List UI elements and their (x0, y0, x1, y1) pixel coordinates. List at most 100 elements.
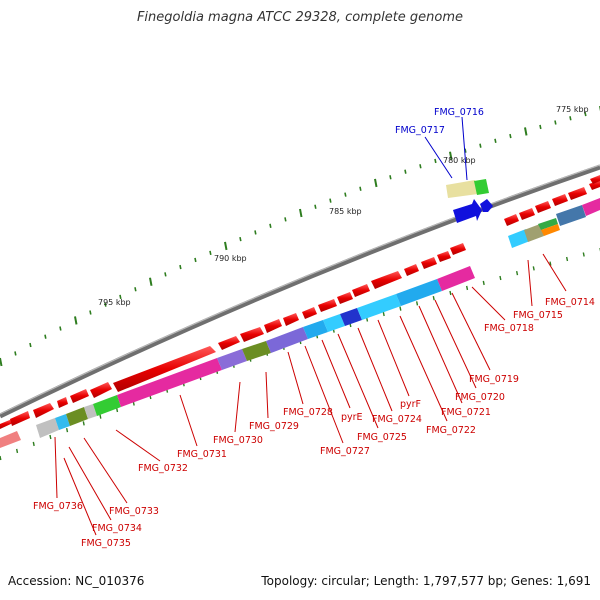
ruler-label-795: 795 kbp (98, 298, 131, 307)
gene-label[interactable]: FMG_0718 (484, 323, 534, 334)
gene-label[interactable]: FMG_0729 (249, 421, 299, 432)
gene-arrow[interactable] (0, 419, 13, 429)
gene-arrow[interactable] (70, 389, 89, 403)
ruler-tick (194, 257, 197, 263)
gene-arrow[interactable] (240, 327, 264, 342)
ruler-tick (374, 178, 378, 188)
leader-line (304, 345, 344, 444)
gene-arrow[interactable] (421, 257, 437, 269)
ruler-tick (99, 414, 102, 419)
genome-backbone (0, 164, 600, 419)
gene-arrow[interactable] (218, 336, 240, 350)
gene-label[interactable]: FMG_0715 (513, 310, 563, 321)
gene-arrow[interactable] (480, 199, 493, 212)
leader-line (265, 371, 269, 419)
ruler-tick (515, 271, 519, 276)
gene-arrow[interactable] (264, 319, 282, 333)
ruler-ticks (0, 106, 600, 461)
gene-label[interactable]: FMG_0732 (138, 463, 188, 474)
gene-label[interactable]: pyrE (341, 412, 363, 423)
category-block (84, 404, 97, 419)
category-block (217, 349, 247, 370)
ruler-tick (509, 133, 512, 139)
leader-line (54, 436, 58, 499)
gene-label[interactable]: FMG_0714 (545, 297, 595, 308)
category-block (396, 279, 442, 306)
reverse-strand-genes (446, 179, 493, 223)
leader-line (68, 446, 112, 521)
gene-arrow[interactable] (90, 382, 112, 398)
ruler-tick (254, 230, 257, 235)
category-block (538, 218, 558, 230)
gene-arrow[interactable] (590, 175, 600, 184)
gene-label[interactable]: FMG_0736 (33, 501, 83, 512)
gene-arrow[interactable] (57, 397, 68, 408)
category-block (508, 229, 530, 248)
ruler-tick (14, 351, 17, 356)
gene-label[interactable]: FMG_0734 (92, 523, 142, 534)
gene-label[interactable]: FMG_0717 (395, 125, 445, 136)
gene-labels: FMG_0714 FMG_0715 FMG_0716 FMG_0717 FMG_0718… (33, 107, 595, 549)
ruler-tick (449, 151, 453, 160)
ruler-tick (314, 204, 317, 209)
gene-arrow[interactable] (453, 199, 482, 223)
ruler-tick (569, 116, 572, 121)
ruler-tick (494, 138, 497, 143)
gene-arrow[interactable] (337, 292, 353, 304)
gene-arrow[interactable] (302, 307, 317, 319)
gene-label[interactable]: FMG_0722 (426, 425, 476, 436)
ruler-tick (224, 241, 228, 251)
category-block (541, 224, 560, 236)
leader-line (471, 286, 506, 321)
ruler-tick (89, 310, 92, 315)
ruler-tick (179, 264, 182, 270)
gene-arrow[interactable] (371, 271, 402, 289)
gene-label[interactable]: FMG_0724 (372, 414, 422, 425)
gene-arrow[interactable] (568, 187, 587, 200)
gene-label[interactable]: FMG_0721 (441, 407, 491, 418)
gene-label[interactable]: pyrF (400, 399, 421, 410)
ruler-tick (399, 306, 402, 311)
gene-label[interactable]: FMG_0716 (434, 107, 484, 118)
ruler-tick (479, 143, 482, 148)
gene-label[interactable]: FMG_0725 (357, 432, 407, 443)
gene-arrow[interactable] (352, 284, 370, 297)
gene-arrow[interactable] (504, 214, 519, 226)
ruler-tick (82, 421, 85, 426)
ruler-tick (499, 275, 502, 281)
gene-arrow[interactable] (535, 201, 551, 213)
ruler-tick (32, 441, 35, 447)
ruler-tick (59, 326, 62, 331)
gene-label[interactable]: FMG_0731 (177, 449, 227, 460)
ruler-tick (0, 455, 2, 461)
ruler-tick (269, 223, 272, 228)
gene-arrow[interactable] (113, 346, 216, 392)
gene-label[interactable]: FMG_0720 (455, 392, 505, 403)
gene-label[interactable]: FMG_0719 (469, 374, 519, 385)
gene-label[interactable]: FMG_0733 (109, 506, 159, 517)
leader-line (399, 315, 448, 422)
ruler-tick (524, 127, 528, 136)
gene-arrow[interactable] (283, 313, 299, 326)
leader-line (337, 333, 379, 429)
gene-arrow[interactable] (318, 299, 337, 312)
ruler-tick (449, 290, 452, 296)
gene-arrow[interactable] (437, 251, 451, 262)
gene-arrow[interactable] (589, 180, 600, 190)
gene-arrow[interactable] (10, 411, 30, 426)
gene-arrow[interactable] (33, 403, 54, 418)
gene-arrow[interactable] (450, 243, 466, 255)
gene-arrow[interactable] (404, 264, 419, 276)
gene-label[interactable]: FMG_0728 (283, 407, 333, 418)
leader-line (527, 259, 533, 307)
ruler-tick (584, 111, 587, 117)
gene-label[interactable]: FMG_0735 (81, 538, 131, 549)
leader-line (357, 327, 393, 412)
gene-arrow[interactable] (519, 208, 535, 220)
ruler-tick (299, 208, 303, 218)
gene-arrow[interactable] (552, 194, 568, 206)
ruler-tick (329, 198, 332, 203)
gene-label[interactable]: FMG_0727 (320, 446, 370, 457)
gene-label[interactable]: FMG_0730 (213, 435, 263, 446)
ruler-tick (482, 280, 485, 286)
